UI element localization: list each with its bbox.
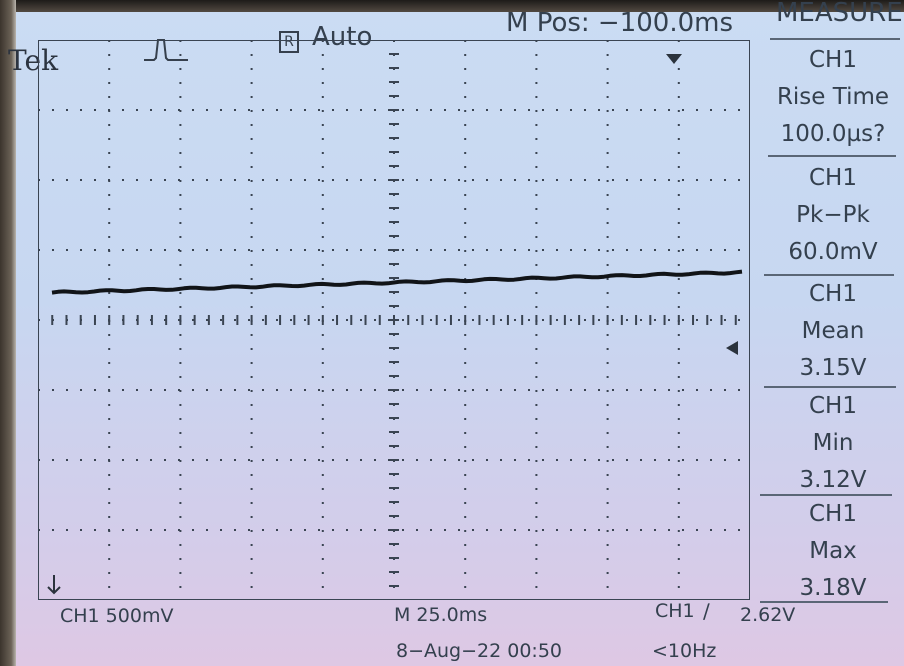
measure-value: 3.15V: [799, 355, 867, 381]
waveform-graticule: [38, 40, 750, 600]
measure-channel: CH1: [809, 165, 857, 191]
measure-divider: [770, 38, 900, 40]
measure-slot-2[interactable]: CH1 Pk−Pk 60.0mV: [762, 160, 904, 271]
measure-divider: [764, 386, 896, 388]
measure-divider: [760, 601, 888, 603]
measure-slot-4[interactable]: CH1 Min 3.12V: [762, 388, 904, 499]
measure-value: 100.0µs?: [780, 121, 886, 147]
measure-slot-1[interactable]: CH1 Rise Time 100.0µs?: [762, 42, 904, 153]
measure-channel: CH1: [809, 281, 857, 307]
measure-slot-3[interactable]: CH1 Mean 3.15V: [762, 276, 904, 387]
timebase-readout: M 25.0ms: [394, 604, 488, 626]
measure-value: 60.0mV: [788, 239, 878, 265]
measure-divider: [764, 274, 894, 276]
measure-channel: CH1: [809, 393, 857, 419]
date-time-readout: 8−Aug−22 00:50: [396, 640, 562, 662]
measure-menu-title: MEASURE: [776, 0, 903, 28]
brand-logo: Tek: [8, 44, 59, 77]
bezel-top: [0, 0, 904, 12]
run-state-indicator: R: [279, 31, 299, 53]
ch1-volts-per-div: CH1 500mV: [60, 605, 174, 627]
trigger-slope-icon: ∕: [703, 599, 710, 623]
measure-name: Mean: [801, 318, 865, 344]
bezel-left: [0, 0, 16, 666]
trigger-source: CH1: [655, 600, 695, 622]
measure-value: 3.12V: [799, 467, 867, 493]
trigger-level-marker: [726, 341, 738, 355]
measure-divider: [760, 494, 892, 496]
measure-channel: CH1: [809, 47, 857, 73]
trigger-mode-label: Auto: [312, 22, 373, 52]
ch1-ground-marker: [47, 575, 61, 595]
trigger-frequency-readout: <10Hz: [652, 640, 717, 662]
measure-name: Rise Time: [776, 84, 890, 110]
measure-name: Max: [809, 538, 857, 564]
trigger-level-readout: 2.62V: [740, 604, 796, 626]
measure-slot-5[interactable]: CH1 Max 3.18V: [762, 496, 904, 607]
measure-name: Min: [812, 430, 854, 456]
measure-name: Pk−Pk: [796, 202, 870, 228]
ch1-waveform-trace: [51, 269, 743, 295]
center-axis-ticks: [38, 40, 737, 600]
measure-divider: [768, 155, 896, 157]
measure-channel: CH1: [809, 501, 857, 527]
measure-value: 3.18V: [799, 575, 867, 601]
trigger-position-marker: [666, 54, 682, 64]
horizontal-position-readout: M Pos: −100.0ms: [506, 8, 734, 38]
